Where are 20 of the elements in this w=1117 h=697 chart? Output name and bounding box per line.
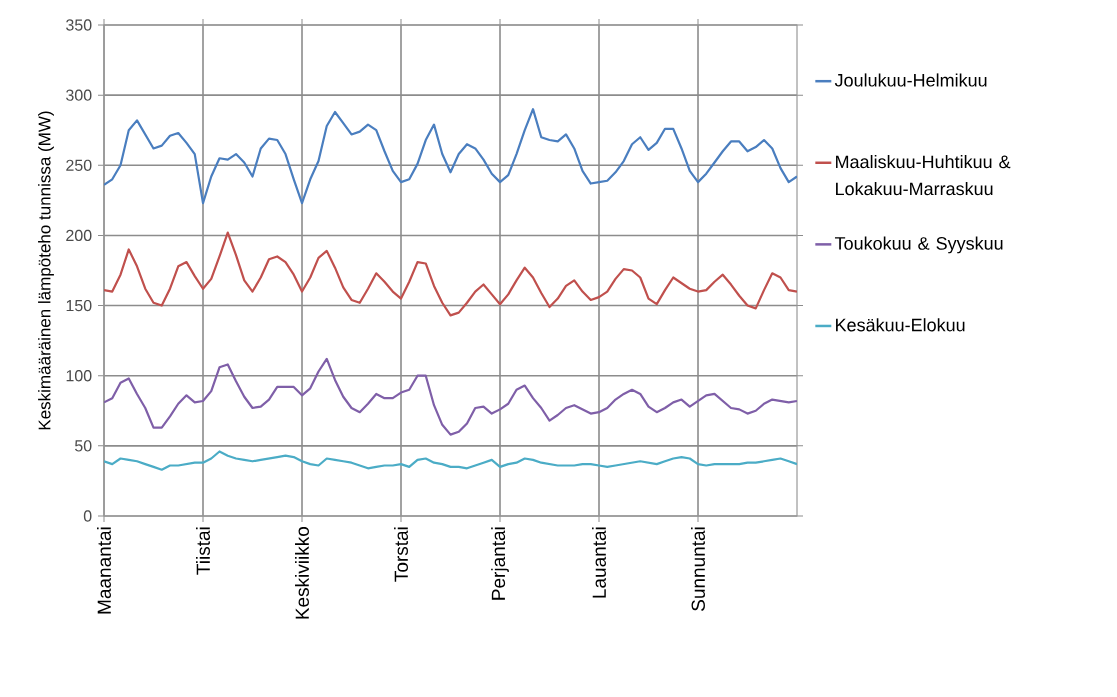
y-tick-label: 250	[66, 159, 92, 171]
y-tick-label: 150	[66, 299, 92, 312]
legend-label: Joulukuu-Helmikuu	[834, 73, 987, 87]
y-tick-label: 300	[66, 89, 92, 101]
x-tick-label: Keskiviikko	[295, 527, 309, 619]
x-tick-label: Lauantai	[592, 527, 606, 598]
y-tick-label: 0	[83, 510, 92, 522]
legend-label: Toukokuu & Syyskuu	[834, 236, 1003, 254]
x-tick-label: Perjantai	[491, 527, 509, 600]
x-tick-label: Torstai	[394, 527, 408, 582]
x-tick-label: Maanantai	[97, 527, 111, 614]
y-tick-label: 100	[66, 370, 92, 382]
y-tick-label: 350	[66, 19, 92, 31]
x-tick-label: Tiistai	[196, 527, 210, 575]
legend-label: Maaliskuu-Huhtikuu & Lokakuu-Marraskuu	[836, 154, 1011, 196]
y-tick-label: 200	[66, 229, 92, 242]
x-tick-label: Sunnuntai	[691, 527, 705, 611]
y-tick-label: 50	[74, 440, 92, 452]
legend-label: Kesäkuu-Elokuu	[836, 318, 965, 332]
y-axis-title: Keskimääräinen lämpöteho tunnissa (MW)	[38, 111, 54, 430]
